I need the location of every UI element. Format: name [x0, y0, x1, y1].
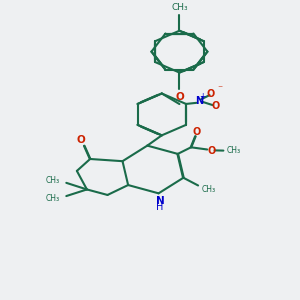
Text: O: O	[207, 89, 215, 99]
Text: O: O	[211, 101, 220, 111]
Text: ⁻: ⁻	[217, 85, 222, 94]
Text: CH₃: CH₃	[46, 176, 60, 185]
Text: O: O	[77, 135, 86, 145]
Text: CH₃: CH₃	[201, 185, 215, 194]
Text: CH₃: CH₃	[226, 146, 241, 155]
Text: H: H	[156, 202, 164, 212]
Text: O: O	[193, 127, 201, 137]
Text: N: N	[195, 96, 203, 106]
Text: CH₃: CH₃	[46, 194, 60, 203]
Text: CH₃: CH₃	[171, 3, 188, 12]
Text: O: O	[175, 92, 184, 102]
Text: N: N	[156, 196, 164, 206]
Text: O: O	[208, 146, 216, 156]
Text: +: +	[199, 92, 206, 101]
